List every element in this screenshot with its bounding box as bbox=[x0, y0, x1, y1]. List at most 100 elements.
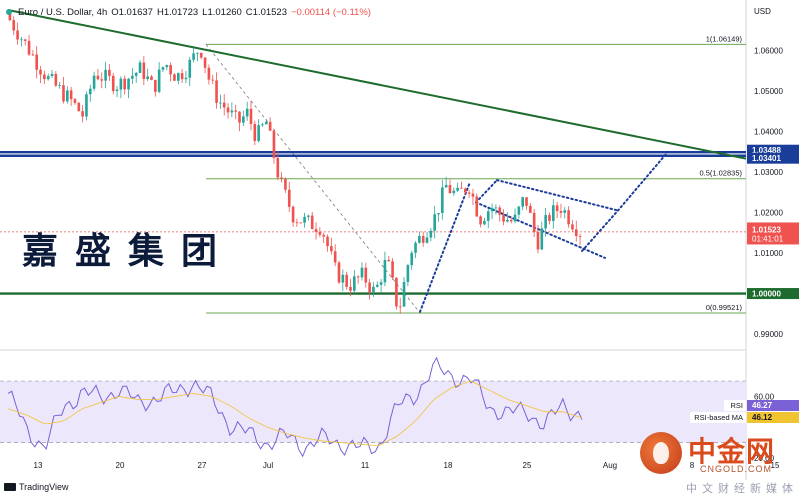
candle-body bbox=[337, 262, 341, 283]
candle-body bbox=[460, 187, 463, 189]
candle-body bbox=[207, 67, 211, 80]
candle-body bbox=[506, 219, 509, 222]
candle-body bbox=[498, 207, 502, 215]
candle-body bbox=[203, 57, 207, 68]
rsi-value-label: 46.27 bbox=[752, 401, 773, 410]
cngold-logo: 中金网 CNGOLD.COM 中文财经新媒体 bbox=[640, 428, 800, 500]
candle-body bbox=[264, 121, 268, 125]
level-badge-1-bg bbox=[747, 144, 799, 156]
candle-body bbox=[513, 214, 517, 222]
candle-body bbox=[307, 215, 310, 217]
candle-body bbox=[253, 123, 257, 142]
candle-body bbox=[39, 69, 42, 75]
symbol-name[interactable]: Euro / U.S. Dollar, 4h bbox=[18, 6, 108, 18]
symbol-header: Euro / U.S. Dollar, 4h O1.01637 H1.01723… bbox=[4, 4, 371, 20]
cngold-tagline: 中文财经新媒体 bbox=[686, 482, 798, 495]
candle-body bbox=[222, 102, 226, 108]
candle-body bbox=[555, 205, 559, 212]
candle-body bbox=[578, 235, 582, 237]
tradingview-footer[interactable]: TradingView bbox=[4, 482, 69, 492]
candle-body bbox=[111, 75, 115, 92]
channel-left bbox=[475, 179, 498, 204]
chart-drawings: 1(1.06149) 0.5(1.02835) 0(0.99521) bbox=[0, 8, 747, 314]
price-tick-label: 1.06000 bbox=[754, 46, 783, 55]
candle-body bbox=[486, 211, 490, 221]
candle-body bbox=[532, 212, 536, 233]
candle-body bbox=[421, 235, 425, 243]
rsi-band-fill bbox=[0, 381, 746, 443]
ohlc-low: L1.01260 bbox=[202, 6, 242, 18]
candle-body bbox=[349, 286, 352, 291]
candle-body bbox=[157, 69, 161, 92]
candle-body bbox=[540, 228, 544, 250]
rsi-legend-name: RSI bbox=[730, 401, 743, 410]
last-price-badge: 1.01523 bbox=[752, 225, 781, 234]
candle-body bbox=[559, 211, 563, 213]
candle-body bbox=[322, 234, 326, 237]
candle-body bbox=[414, 242, 417, 253]
candle-body bbox=[406, 265, 410, 283]
rsi-value-bg bbox=[747, 400, 799, 411]
channel-upper bbox=[496, 179, 619, 212]
rsi-legend-name: RSI-based MA bbox=[694, 413, 743, 422]
candle-body bbox=[268, 121, 272, 131]
candle-body bbox=[475, 196, 479, 217]
candle-body bbox=[85, 94, 88, 117]
candle-body bbox=[245, 108, 249, 117]
candle-body bbox=[372, 286, 375, 293]
candle-body bbox=[77, 102, 81, 112]
candle-body bbox=[261, 124, 264, 126]
candle-body bbox=[544, 215, 547, 229]
candle-body bbox=[226, 107, 230, 113]
candle-body bbox=[230, 110, 234, 113]
candle-body bbox=[108, 69, 111, 76]
candle-body bbox=[50, 73, 54, 77]
candle-body bbox=[276, 157, 280, 178]
candle-body bbox=[138, 62, 142, 73]
fib-level-label: 0.5(1.02835) bbox=[699, 169, 742, 178]
candle-body bbox=[272, 130, 276, 158]
candle-body bbox=[234, 110, 237, 112]
rsi-series bbox=[7, 356, 583, 458]
candle-body bbox=[73, 99, 77, 103]
candle-body bbox=[483, 220, 486, 225]
currency-label: USD bbox=[754, 7, 771, 16]
candle-body bbox=[295, 222, 299, 224]
candle-body bbox=[62, 85, 65, 102]
candle-body bbox=[429, 230, 433, 238]
cngold-emblem-icon bbox=[640, 432, 682, 474]
candle-body bbox=[150, 76, 153, 80]
time-tick-label: 11 bbox=[361, 461, 370, 470]
candle-body bbox=[456, 187, 459, 191]
candle-body bbox=[310, 215, 314, 230]
candle-body bbox=[184, 77, 188, 80]
ohlc-high: H1.01723 bbox=[156, 6, 199, 18]
candle-body bbox=[452, 190, 456, 194]
candle-body bbox=[20, 39, 23, 41]
candle-body bbox=[69, 90, 73, 100]
level-badge-3-bg bbox=[747, 288, 799, 300]
time-tick-label: 15 bbox=[771, 461, 780, 470]
candle-body bbox=[364, 267, 368, 283]
candle-body bbox=[563, 210, 567, 213]
candle-body bbox=[238, 111, 241, 123]
candle-body bbox=[142, 62, 146, 80]
rsi-tick-label: 60.00 bbox=[754, 392, 775, 401]
candle-body bbox=[299, 222, 303, 224]
ohlc-open: O1.01637 bbox=[111, 6, 153, 18]
candle-body bbox=[509, 219, 513, 222]
candle-body bbox=[134, 72, 138, 76]
candle-body bbox=[448, 184, 452, 194]
last-price-badge-bg bbox=[747, 222, 799, 245]
candle-body bbox=[215, 80, 218, 103]
candle-body bbox=[104, 69, 107, 81]
candle-body bbox=[433, 214, 436, 231]
candle-body bbox=[219, 102, 222, 104]
channel-lower bbox=[475, 201, 606, 259]
price-tick-label: 1.01000 bbox=[754, 249, 783, 258]
candle-body bbox=[31, 54, 35, 56]
rsi-ma-line bbox=[7, 380, 583, 446]
candle-body bbox=[154, 79, 157, 92]
candle-body bbox=[360, 267, 364, 278]
